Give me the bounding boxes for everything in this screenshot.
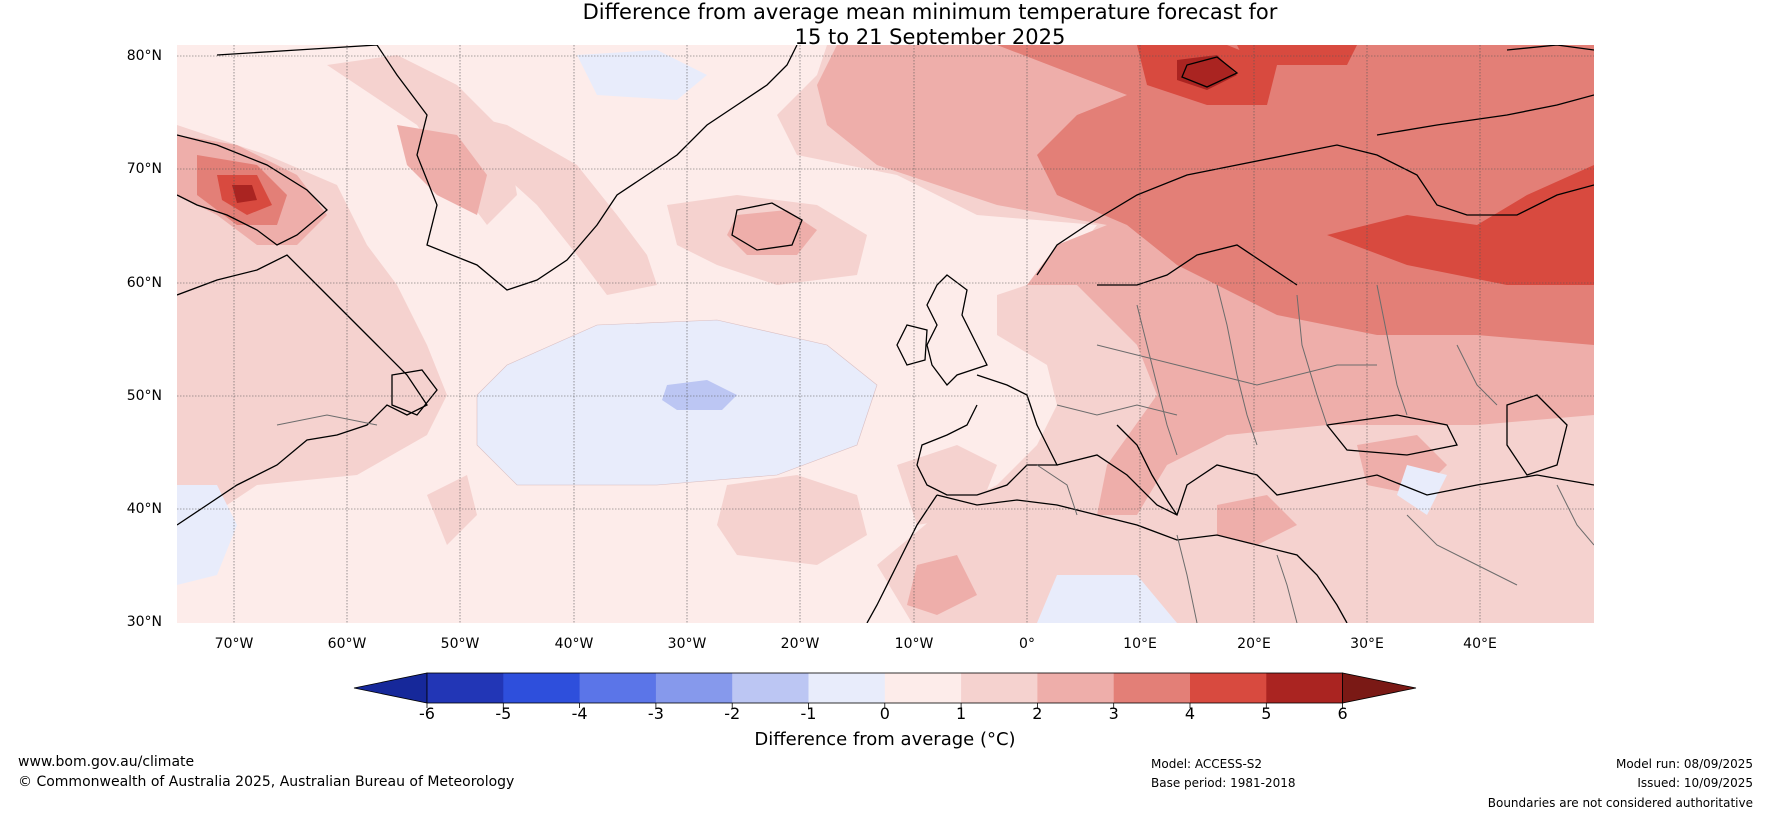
colorbar-under-triangle <box>353 672 428 704</box>
base-period-text: Base period: 1981-2018 <box>1151 776 1296 790</box>
coastlines <box>177 45 1594 623</box>
lon-label-20e: 20°E <box>1237 636 1271 652</box>
colorbar-over-triangle <box>1342 672 1417 704</box>
colorbar-segment <box>732 673 809 703</box>
lon-label-50w: 50°W <box>440 636 480 652</box>
colorbar-tick-label: -5 <box>495 704 512 723</box>
colorbar-segment <box>655 673 733 703</box>
colorbar-tick-label: 5 <box>1261 704 1272 723</box>
issued-text: Issued: 10/09/2025 <box>1637 776 1753 790</box>
lat-label-80n: 80°N <box>126 48 162 64</box>
anomaly-band-neg2-neg1 <box>662 380 737 410</box>
lon-label-60w: 60°W <box>327 636 367 652</box>
colorbar-tick-label: -1 <box>800 704 817 723</box>
colorbar-segment <box>503 673 581 703</box>
lon-label-10w: 10°W <box>894 636 934 652</box>
country-borders <box>276 284 1594 623</box>
colorbar-segment <box>961 673 1038 703</box>
lat-label-50n: 50°N <box>126 388 162 404</box>
colorbar-tick-label: -6 <box>419 704 435 723</box>
anomaly-band-neg1-0 <box>177 50 1447 623</box>
disclaimer-text: Boundaries are not considered authoritat… <box>1487 796 1753 810</box>
lon-label-40w: 40°W <box>554 636 594 652</box>
model-run-text: Model run: 08/09/2025 <box>1615 757 1753 771</box>
colorbar-segment <box>808 673 886 703</box>
colorbar-tick-label: 3 <box>1108 704 1119 723</box>
lon-label-20w: 20°W <box>780 636 820 652</box>
lat-label-60n: 60°N <box>126 275 162 291</box>
colorbar-tick-label: 6 <box>1337 704 1348 723</box>
colorbar-segment <box>427 673 504 703</box>
colorbar <box>353 672 1417 708</box>
colorbar-label: Difference from average (°C) <box>754 729 1016 750</box>
lat-label-40n: 40°N <box>126 501 162 517</box>
title-line-1: Difference from average mean minimum tem… <box>582 0 1278 24</box>
temperature-anomaly-map <box>177 45 1594 623</box>
colorbar-tick-label: 4 <box>1184 704 1196 723</box>
lat-label-70n: 70°N <box>126 161 162 177</box>
lon-label-30w: 30°W <box>667 636 707 652</box>
copyright-text: © Commonwealth of Australia 2025, Austra… <box>18 774 515 790</box>
model-text: Model: ACCESS-S2 <box>1151 757 1263 771</box>
colorbar-segment <box>1037 673 1115 703</box>
lon-label-40e: 40°E <box>1463 636 1497 652</box>
colorbar-segment <box>1190 673 1267 703</box>
colorbar-tick-label: 2 <box>1032 704 1043 723</box>
colorbar-tick-label: -2 <box>724 704 741 723</box>
colorbar-tick-label: -3 <box>647 704 664 723</box>
lon-label-30e: 30°E <box>1350 636 1384 652</box>
graticule <box>177 45 1594 623</box>
lat-label-30n: 30°N <box>126 614 162 630</box>
map-title: Difference from average mean minimum tem… <box>430 0 1430 50</box>
colorbar-segment <box>1266 673 1344 703</box>
website-text: www.bom.gov.au/climate <box>18 754 195 770</box>
lon-label-10e: 10°E <box>1123 636 1157 652</box>
colorbar-tick-label: 0 <box>879 704 890 723</box>
colorbar-tick-label: -4 <box>571 704 588 723</box>
colorbar-segment <box>579 673 657 703</box>
lon-label-70w: 70°W <box>214 636 254 652</box>
lon-label-0: 0° <box>1019 636 1035 652</box>
colorbar-segment <box>1113 673 1191 703</box>
colorbar-tick-label: 1 <box>956 704 967 723</box>
colorbar-segment <box>884 673 962 703</box>
